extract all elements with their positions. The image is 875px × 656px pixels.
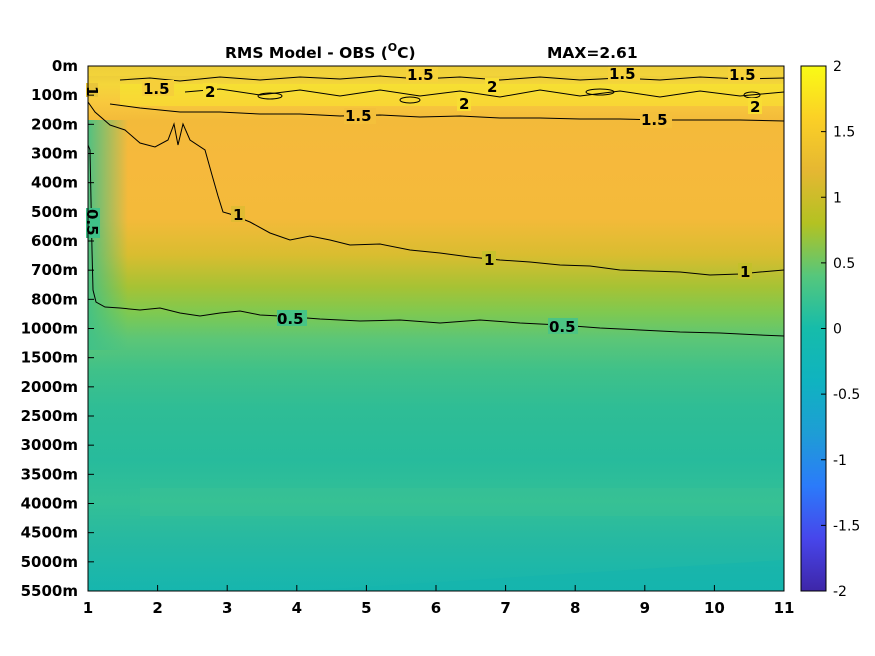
contour-label-0.5: 0.5 [549,318,576,336]
colorbar-tick-label: -1.5 [833,518,860,534]
contour-label-1: 1 [484,251,494,269]
contour-lines [88,75,784,337]
y-tick-label: 600m [31,232,78,250]
y-tick-label: 4000m [21,495,78,513]
y-tick-label: 200m [31,115,78,133]
x-tick-label: 9 [640,599,650,617]
contour-label-2: 2 [750,98,760,116]
y-tick-label: 5000m [21,553,78,571]
y-tick-label: 3000m [21,436,78,454]
contour-label-1: 1 [83,86,101,96]
colorbar-tick-label: 0 [833,322,842,338]
chart-max-label: MAX=2.61 [547,44,638,62]
contour-line-1 [88,101,784,276]
y-tick-label: 2500m [21,407,78,425]
y-tick-label: 4500m [21,524,78,542]
y-tick-label: 1500m [21,349,78,367]
colorbar-tick-label: -0.5 [833,387,860,403]
heatmap-field [88,66,784,591]
contour-label-1.5: 1.5 [609,65,636,83]
contour-label-1.5: 1.5 [345,107,372,125]
y-tick-label: 5500m [21,582,78,600]
y-tick-label: 700m [31,261,78,279]
x-tick-label: 3 [222,599,232,617]
contour-label-1.5: 1.5 [407,66,434,84]
colorbar-tick-label: -2 [833,584,847,600]
colorbar-tick-label: 1.5 [833,125,855,141]
y-tick-label: 800m [31,290,78,308]
contour-blob [585,88,615,96]
x-tick-label: 4 [292,599,302,617]
colorbar-tick-label: 0.5 [833,256,855,272]
colorbar-tick-label: 1 [833,190,842,206]
contour-line-2 [184,88,784,98]
y-tick-label: 100m [31,86,78,104]
contour-line-0.5 [88,144,784,337]
y-tick-label: 500m [31,203,78,221]
y-tick-label: 3500m [21,465,78,483]
x-tick-label: 7 [500,599,510,617]
y-axis: 0m 100m 200m 300m 400m 500m 600m 700m 800m 1000m 1… [21,57,94,600]
x-axis: 1 2 3 4 5 6 7 8 9 10 11 [83,585,795,617]
x-tick-label: 11 [774,599,795,617]
x-tick-label: 10 [704,599,725,617]
y-tick-label: 0m [52,57,78,75]
colorbar: 2 1.5 1 0.5 0 -0.5 -1 -1.5 -2 [800,59,860,600]
x-tick-label: 8 [570,599,580,617]
colorbar-tick-label: -1 [833,453,847,469]
contour-labels: 0.5 0.5 0.5 1 1 1 1 1.5 1.5 1.5 1.5 1.5 … [83,65,762,336]
chart-title: RMS Model - OBS (OC) [225,41,416,62]
contour-blob [257,92,283,100]
x-tick-label: 6 [431,599,441,617]
colorbar-tick-label: 2 [833,59,842,75]
contour-label-1.5: 1.5 [143,80,170,98]
x-tick-label: 5 [361,599,371,617]
contour-line-1.5-upper [119,75,784,82]
contour-label-2: 2 [487,78,497,96]
contour-label-1: 1 [740,263,750,281]
contour-label-2: 2 [205,83,215,101]
contour-blob [399,96,421,104]
contour-label-2: 2 [459,95,469,113]
y-tick-label: 1000m [21,320,78,338]
contour-label-0.5: 0.5 [83,209,101,236]
contour-label-1: 1 [233,206,243,224]
x-tick-label: 2 [152,599,162,617]
y-tick-label: 300m [31,145,78,163]
contour-label-0.5: 0.5 [277,310,304,328]
contour-label-1.5: 1.5 [729,66,756,84]
x-tick-label: 1 [83,599,93,617]
contour-label-1.5: 1.5 [641,111,668,129]
y-tick-label: 2000m [21,378,78,396]
y-tick-label: 400m [31,174,78,192]
